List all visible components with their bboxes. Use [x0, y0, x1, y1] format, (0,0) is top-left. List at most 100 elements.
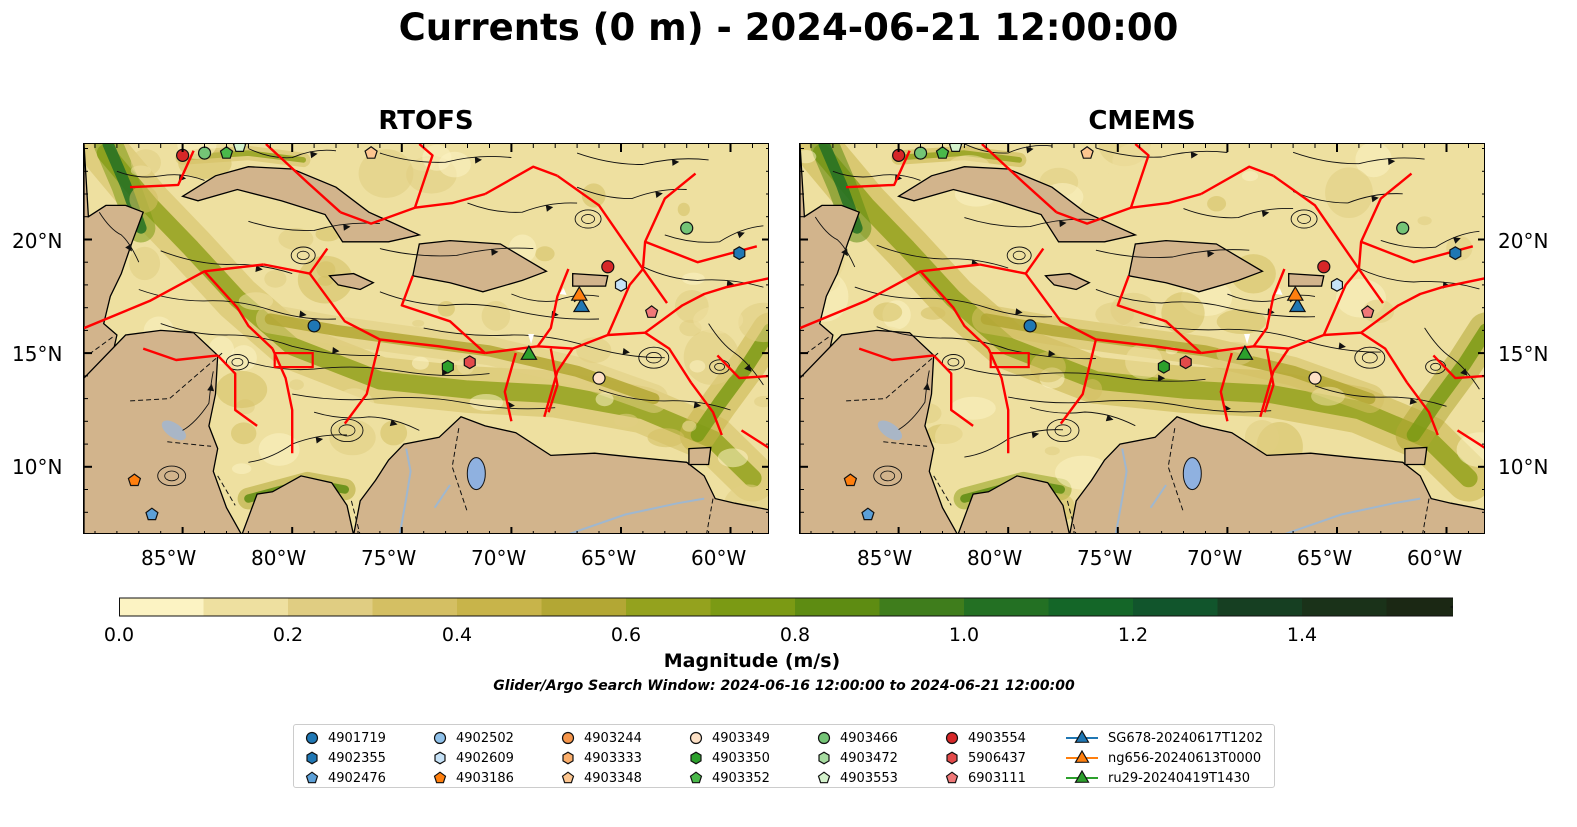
eez-boundary	[536, 268, 570, 348]
streamline	[898, 370, 930, 430]
streamline-arrow-icon	[299, 310, 307, 318]
streamline-arrow-icon	[315, 436, 324, 444]
argo-float-marker	[843, 473, 858, 487]
argo-float-marker	[1080, 146, 1094, 159]
streamline	[313, 411, 420, 431]
speed-patch	[683, 329, 740, 385]
eez-boundary	[1432, 354, 1484, 380]
y-tick-label-10n-left: 10°N	[12, 455, 63, 479]
streamline-arrow-icon	[1059, 220, 1067, 228]
streamline	[1095, 147, 1228, 158]
land-samerica	[1069, 416, 1484, 533]
glider-track	[1244, 334, 1251, 344]
streamline-arrow-icon	[332, 347, 340, 354]
speed-patch	[129, 185, 158, 213]
eez-boundary	[343, 339, 382, 425]
argo-float-marker	[1023, 319, 1037, 333]
colorbar-tick-2: 0.4	[441, 624, 473, 646]
country-border	[217, 475, 236, 506]
eddy-streamline	[645, 352, 662, 364]
eddy-streamline	[947, 357, 960, 367]
argo-float-marker	[1360, 305, 1375, 318]
speed-patch	[1112, 144, 1163, 179]
eddy-streamline	[873, 465, 903, 487]
legend-float-marker	[817, 771, 831, 784]
land-cuba	[897, 166, 1138, 243]
speed-patch	[278, 227, 314, 250]
speed-patch	[717, 448, 749, 468]
streamline-arrow-icon	[1031, 431, 1040, 439]
streamline-arrow-icon	[1048, 350, 1056, 358]
legend-item: 4902609	[432, 748, 514, 768]
eddy-streamline	[1361, 352, 1378, 364]
streamline	[708, 323, 764, 386]
streamline-arrow-icon	[672, 158, 680, 166]
streamline-arrow-icon	[1460, 368, 1468, 376]
streamline	[511, 293, 600, 302]
speed-patch	[614, 413, 639, 428]
colorbar-bin	[372, 598, 458, 616]
legend-marker-icon	[1066, 750, 1098, 763]
legend-marker-icon	[305, 731, 319, 745]
legend-item: ng656-20240613T0000	[1064, 748, 1263, 768]
legend-marker-icon	[561, 731, 575, 745]
legend-item: 4903349	[688, 728, 770, 748]
y-tick-label-10n-right: 10°N	[1498, 455, 1549, 479]
streamline-arrow-icon	[923, 382, 931, 391]
streamline	[292, 393, 556, 410]
streamline	[138, 289, 337, 320]
streamline	[1358, 267, 1480, 290]
colorbar-bin	[964, 598, 1050, 616]
land-honduras	[84, 329, 242, 533]
speed-patch	[723, 259, 755, 283]
eez-boundary	[919, 270, 990, 350]
streamline	[116, 170, 205, 181]
eez-boundary	[543, 347, 574, 418]
speed-patch	[232, 463, 252, 475]
x-tick-label-75w-left: 75°W	[361, 546, 417, 570]
legend-float-marker	[305, 731, 319, 745]
eez-boundary	[400, 275, 486, 354]
streamline-arrow-icon	[1105, 414, 1114, 422]
eez-boundary	[845, 150, 911, 189]
streamline	[160, 250, 293, 275]
eez-boundary	[556, 174, 644, 270]
colorbar-tick-5: 1.0	[948, 624, 980, 646]
legend-label: 4903466	[840, 730, 898, 746]
country-border	[1066, 500, 1077, 533]
speed-patch	[681, 272, 705, 285]
speed-patch	[754, 396, 768, 408]
colorbar-tick-3: 0.6	[610, 624, 642, 646]
eez-boundary	[1055, 206, 1132, 225]
eez-boundary	[339, 206, 416, 225]
legend-marker-icon	[690, 751, 702, 765]
streamline-arrow-icon	[1158, 374, 1166, 382]
eez-boundary	[273, 352, 314, 369]
legend-label: 6903111	[968, 770, 1026, 786]
speed-patch	[1161, 292, 1205, 335]
speed-patch	[216, 370, 268, 409]
legend-label: 4902502	[456, 730, 514, 746]
legend-marker-icon	[817, 771, 831, 784]
map-panel-rtofs[interactable]	[83, 143, 769, 534]
country-border	[933, 475, 952, 506]
legend-item: 5906437	[944, 748, 1026, 768]
legend-label: 4903348	[584, 770, 642, 786]
eez-boundary	[84, 263, 264, 330]
speed-patch	[873, 302, 903, 322]
argo-float-marker	[733, 246, 746, 261]
legend-marker-icon	[945, 771, 959, 784]
legend-label: 4903352	[712, 770, 770, 786]
river	[433, 484, 451, 509]
legend-marker-icon	[562, 751, 574, 765]
map-panel-cmems[interactable]	[799, 143, 1485, 534]
speed-patch	[595, 392, 614, 407]
speed-patch	[438, 151, 471, 178]
legend-float-marker	[433, 731, 447, 745]
speed-patch	[345, 461, 366, 476]
legend-marker-icon	[305, 771, 319, 784]
colorbar	[119, 597, 1453, 617]
speed-patch	[129, 246, 161, 281]
legend-float-marker	[817, 731, 831, 745]
streamline	[1095, 288, 1316, 318]
